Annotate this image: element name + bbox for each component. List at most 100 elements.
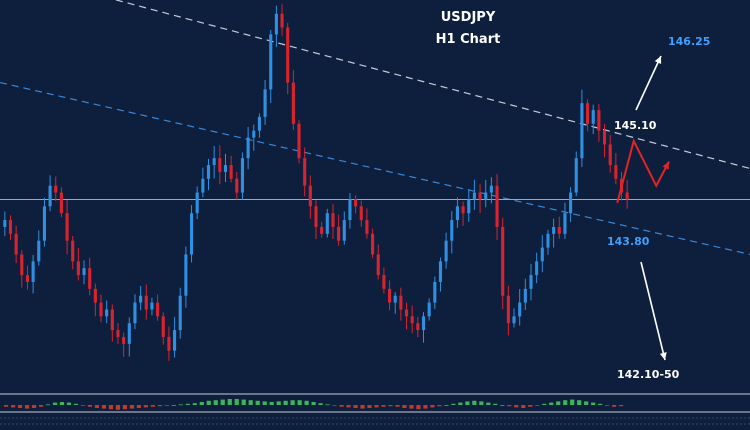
oscillator-bar <box>17 405 23 408</box>
candle-body <box>286 27 290 83</box>
candle-body <box>139 295 143 303</box>
candle-body <box>201 178 205 193</box>
candle <box>382 267 386 294</box>
oscillator-bar <box>73 403 79 405</box>
oscillator-bar <box>248 400 253 405</box>
projection-arrowhead <box>662 161 669 170</box>
oscillator-bar <box>206 400 211 405</box>
candle-body <box>110 309 114 331</box>
candle <box>178 287 182 339</box>
candle-body <box>376 254 380 276</box>
oscillator-bar <box>346 405 351 408</box>
candle <box>552 218 556 248</box>
candle <box>563 202 567 240</box>
candle <box>359 200 363 227</box>
oscillator-bar <box>479 401 484 405</box>
oscillator-bar <box>402 405 407 408</box>
oscillator-bar <box>318 403 323 405</box>
candle <box>235 172 239 200</box>
candle <box>206 158 211 191</box>
upper-target-label: 146.25 <box>668 35 710 48</box>
oscillator-bar <box>4 405 9 407</box>
oscillator-bar <box>437 405 442 407</box>
oscillator-bar <box>80 405 86 406</box>
candle <box>195 186 199 220</box>
oscillator-bar <box>353 405 358 408</box>
candle-body <box>54 185 58 193</box>
candle-body <box>308 185 312 207</box>
upper-target-arrow <box>635 55 662 111</box>
candle <box>110 304 114 342</box>
candle-body <box>20 254 24 276</box>
oscillator-bar <box>556 401 561 405</box>
candle-body <box>501 226 505 296</box>
candle <box>574 151 578 197</box>
candle <box>602 124 607 158</box>
projection-path <box>616 138 670 204</box>
candle <box>331 204 335 239</box>
candle <box>263 79 267 125</box>
candle-body <box>574 158 578 193</box>
candle <box>201 167 205 198</box>
candle <box>404 302 409 330</box>
candle <box>189 205 194 263</box>
candle-body <box>122 336 126 344</box>
candle-body <box>269 34 273 90</box>
candle <box>314 200 318 239</box>
candle-body <box>156 302 160 317</box>
candle <box>144 284 148 320</box>
oscillator-bar <box>45 404 51 406</box>
candle <box>399 287 403 321</box>
oscillator-bar <box>591 402 596 405</box>
chart-title: USDJPY <box>441 10 496 25</box>
candle <box>535 252 539 284</box>
candle <box>438 257 443 292</box>
oscillator-bar <box>563 400 568 405</box>
candle <box>286 22 290 95</box>
oscillator-bar <box>157 405 162 407</box>
lower-target-arrow-shaft <box>640 261 666 361</box>
candle-body <box>557 226 561 234</box>
candle-body <box>569 192 573 214</box>
candle <box>342 211 346 245</box>
candle <box>14 225 18 264</box>
candle <box>240 152 245 201</box>
candle-body <box>274 13 278 35</box>
candle <box>150 297 154 316</box>
oscillator-bar <box>87 405 93 407</box>
candle <box>156 294 160 321</box>
candle <box>218 145 222 185</box>
candle <box>25 265 30 290</box>
candle-body <box>523 288 527 303</box>
oscillator-bar <box>52 402 58 405</box>
candle <box>614 153 618 185</box>
oscillator-bar <box>598 403 603 405</box>
oscillator-bar <box>241 399 246 405</box>
oscillator-bar <box>304 400 309 405</box>
candle <box>139 286 143 311</box>
candle <box>223 153 228 182</box>
oscillator-bar <box>283 400 288 405</box>
candle <box>325 208 329 238</box>
candle-body <box>580 103 584 159</box>
candle <box>297 120 301 164</box>
oscillator-bar <box>178 404 183 406</box>
candle-body <box>467 199 471 214</box>
candle-body <box>8 220 13 234</box>
candle-body <box>421 316 426 331</box>
candle <box>455 197 459 228</box>
oscillator-bar <box>171 405 176 406</box>
oscillator-bar <box>493 403 498 405</box>
candle <box>427 298 431 321</box>
candle-body <box>257 116 261 131</box>
oscillator-bar <box>486 402 491 405</box>
candle-body <box>303 158 307 186</box>
oscillator-bar <box>367 405 372 408</box>
candle-body <box>189 213 194 255</box>
candle-body <box>331 213 335 227</box>
candle <box>387 280 392 311</box>
support-trendline <box>0 81 750 256</box>
oscillator-bar <box>584 401 589 405</box>
